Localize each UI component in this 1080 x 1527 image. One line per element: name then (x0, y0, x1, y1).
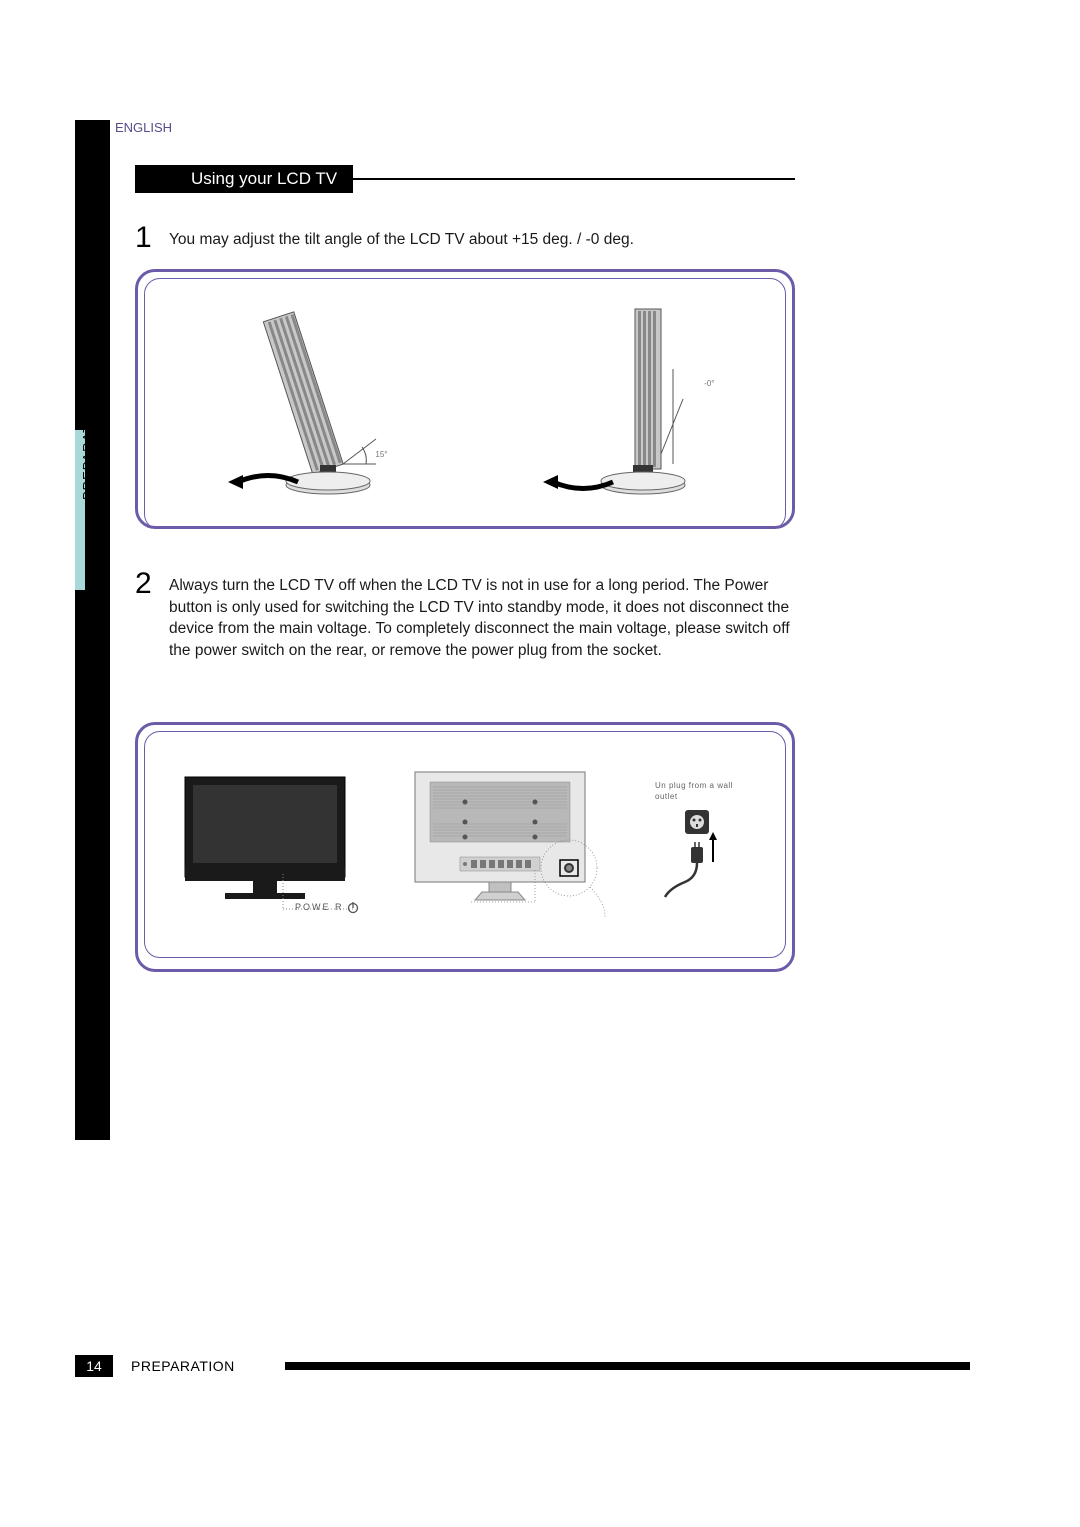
step-number: 1 (135, 223, 155, 253)
footer-rule (285, 1362, 970, 1370)
unplug-text: Un plug from a wall outlet (655, 781, 755, 802)
footer-section: PREPARATION (131, 1358, 235, 1374)
tv-tilted-group: 15° (198, 299, 428, 509)
figure-power: POWE R (135, 722, 795, 972)
outlet-plug-icon (655, 802, 725, 902)
language-label: ENGLISH (115, 120, 795, 135)
page-number: 14 (75, 1355, 113, 1377)
side-section-label: PREPARATION (80, 398, 95, 500)
angle-15-label: 15° (375, 450, 387, 459)
section-rule (353, 178, 795, 180)
content-area: ENGLISH Using your LCD TV 1 You may adju… (135, 120, 795, 972)
tv-front-group: POWE R (175, 767, 365, 922)
tv-back-group (405, 762, 615, 927)
step-1: 1 You may adjust the tilt angle of the L… (135, 223, 795, 253)
figure-tilt-inner: 15° (144, 278, 786, 529)
section-header: Using your LCD TV (135, 165, 795, 193)
figure-tilt: 15° (135, 269, 795, 529)
power-icon (346, 900, 360, 914)
step-2: 2 Always turn the LCD TV off when the LC… (135, 569, 795, 662)
power-label-text: POWE R (295, 902, 344, 912)
tv-upright-group: -0° (533, 299, 733, 509)
unplug-group: Un plug from a wall outlet (655, 781, 755, 907)
page: PREPARATION ENGLISH Using your LCD TV 1 … (0, 0, 1080, 1527)
figure-power-inner: POWE R (144, 731, 786, 958)
section-title: Using your LCD TV (135, 165, 353, 193)
swivel-arrow-left-icon (223, 467, 313, 497)
power-label: POWE R (295, 900, 360, 914)
step-text: Always turn the LCD TV off when the LCD … (169, 569, 795, 662)
angle-0-label: -0° (704, 379, 714, 388)
tv-front-icon (175, 767, 365, 917)
side-margin-bar (75, 120, 110, 1140)
swivel-arrow-right-icon (538, 467, 628, 497)
step-text: You may adjust the tilt angle of the LCD… (169, 223, 634, 251)
step-number: 2 (135, 569, 155, 599)
page-footer: 14 PREPARATION (75, 1355, 970, 1377)
tv-back-icon (405, 762, 615, 922)
